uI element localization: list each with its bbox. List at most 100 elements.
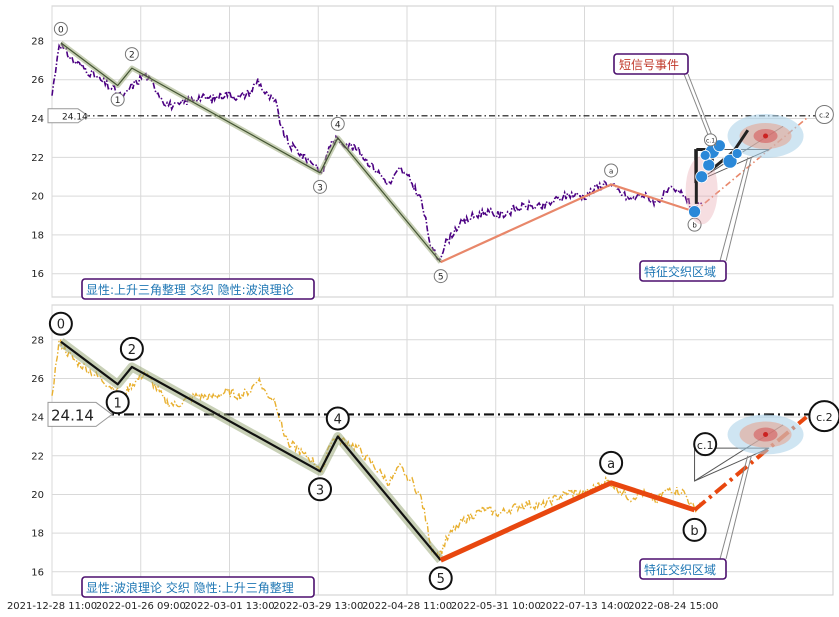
wave-marker-label: 3 <box>317 183 323 193</box>
signal-dot <box>695 170 709 184</box>
top-panel: 16 18 20 22 24 26 28 24.14 0 1 2 3 4 5 a b c.2 特征交织区域显性:上… <box>31 5 834 300</box>
abc-marker <box>693 432 718 457</box>
legend-label: 显性:波浪理论 交织 隐性:上升三角整理 <box>86 580 294 595</box>
x-tick-label: 2021-12-28 11:00 <box>7 601 97 612</box>
legend-label: 显性:上升三角整理 交织 隐性:波浪理论 <box>86 282 294 297</box>
event-label: 短信号事件 <box>619 58 679 72</box>
wave-marker-label: 5 <box>438 273 444 283</box>
wave-line <box>60 340 442 561</box>
wave-marker <box>428 566 453 591</box>
wave-marker-label: 0 <box>57 318 65 333</box>
signal-dot <box>731 148 743 159</box>
target-center <box>763 432 769 438</box>
zone-label-box <box>639 558 727 580</box>
zone-pointer <box>725 157 752 262</box>
y-tick-label: 16 <box>31 269 44 280</box>
triangle-shape <box>694 447 770 482</box>
y-tick-label: 22 <box>31 451 44 462</box>
y-tick-label: 20 <box>31 490 44 501</box>
c1-marker-label: c.1 <box>706 137 715 144</box>
y-tick-label: 28 <box>31 335 44 346</box>
abc-marker <box>808 400 839 433</box>
zone-label: 特征交织区域 <box>644 562 716 577</box>
abc-marker-label: a <box>607 457 615 472</box>
x-tick-label: 2022-05-31 10:00 <box>451 601 541 612</box>
y-tick-label: 24 <box>31 413 44 424</box>
wave-marker <box>325 406 350 431</box>
signal-dot <box>722 153 738 169</box>
wave-marker-label: 3 <box>316 483 324 498</box>
target-center <box>763 133 769 139</box>
y-tick-label: 26 <box>31 374 44 385</box>
wave-marker-label: 1 <box>114 396 122 411</box>
x-tick-label: 2022-03-29 13:00 <box>273 601 363 612</box>
signal-dot <box>699 149 711 161</box>
wave-marker <box>433 269 448 284</box>
abc-marker-label: c.2 <box>819 112 830 120</box>
zone-pointer <box>725 455 752 560</box>
abc-marker-label: c.2 <box>816 411 833 424</box>
wave-line <box>60 42 442 263</box>
zone-label-box <box>639 260 727 282</box>
abc-marker <box>814 105 834 125</box>
x-tick-label: 2022-01-26 09:00 <box>96 601 186 612</box>
wave-marker <box>119 336 144 361</box>
event-label-box <box>613 53 689 75</box>
wave-marker <box>308 477 333 502</box>
y-tick-label: 24 <box>31 114 44 125</box>
abc-projection-line <box>694 117 807 213</box>
wave-marker-label: 2 <box>128 343 136 358</box>
legend-box <box>81 576 315 598</box>
y-tick-label: 16 <box>31 567 44 578</box>
abc-marker-label: a <box>609 167 613 175</box>
abc-line <box>440 183 695 264</box>
wave-marker <box>48 311 73 336</box>
wave-marker-label: 5 <box>437 572 445 587</box>
bottom-panel: 16 18 20 22 24 26 28 24.14 0 1 2 3 4 5 a b c.1 c.2 特征交织区域显… <box>31 304 839 598</box>
abc-marker-label: b <box>690 524 698 539</box>
x-tick-label: 2022-04-28 11:00 <box>362 601 452 612</box>
zone-pointer <box>719 157 749 262</box>
hline-label: 24.14 <box>62 112 88 122</box>
abc-marker <box>687 217 702 232</box>
abc-marker <box>682 517 707 542</box>
signal-dot <box>702 158 716 172</box>
abc-line <box>439 480 696 563</box>
y-tick-label: 26 <box>31 75 44 86</box>
abc-marker-label: c.1 <box>697 439 714 452</box>
hline-label: 24.14 <box>51 406 94 424</box>
y-tick-label: 20 <box>31 192 44 203</box>
c1-marker <box>704 133 718 147</box>
y-tick-label: 22 <box>31 153 44 164</box>
zone-pointer <box>719 455 749 560</box>
wave-marker-label: 1 <box>115 96 121 106</box>
event-pointer <box>683 73 713 146</box>
wave-marker-label: 4 <box>335 120 341 130</box>
wave-marker <box>313 179 328 194</box>
hline-label-arrow <box>47 108 89 124</box>
wave-marker <box>124 47 139 62</box>
wave-marker-label: 2 <box>129 51 135 61</box>
x-tick-label: 2022-08-24 15:00 <box>628 601 718 612</box>
wave-marker <box>110 92 125 107</box>
y-tick-label: 18 <box>31 529 44 540</box>
y-tick-label: 18 <box>31 230 44 241</box>
abc-marker <box>599 450 624 475</box>
wave-marker <box>330 116 345 131</box>
abc-marker <box>604 163 619 178</box>
wave-marker-label: 0 <box>58 25 64 35</box>
wave-marker-label: 4 <box>334 412 342 427</box>
x-tick-label: 2022-07-13 14:00 <box>539 601 629 612</box>
wave-marker <box>53 21 68 36</box>
signal-dot <box>688 205 701 219</box>
wave-marker <box>105 390 130 415</box>
x-tick-label: 2022-03-01 13:00 <box>184 601 274 612</box>
legend-box <box>81 278 315 300</box>
abc-marker-label: b <box>692 222 697 230</box>
y-tick-label: 28 <box>31 36 44 47</box>
price-series-line <box>51 339 702 561</box>
zone-label: 特征交织区域 <box>644 264 716 279</box>
hline-label-arrow <box>47 401 113 427</box>
